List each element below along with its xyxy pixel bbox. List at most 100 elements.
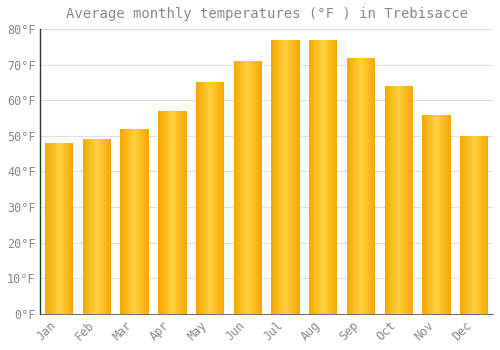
Bar [366, 57, 367, 314]
Bar [390, 86, 391, 314]
Bar [49, 143, 50, 314]
Bar [90, 139, 91, 314]
Bar [69, 143, 70, 314]
Bar [316, 40, 317, 314]
Bar [85, 139, 86, 314]
Bar [52, 143, 53, 314]
Bar [324, 40, 325, 314]
Bar [148, 129, 149, 314]
Bar [136, 129, 137, 314]
Bar [337, 40, 338, 314]
Bar [126, 129, 128, 314]
Title: Average monthly temperatures (°F ) in Trebisacce: Average monthly temperatures (°F ) in Tr… [66, 7, 468, 21]
Bar [219, 83, 220, 314]
Bar [249, 61, 250, 314]
Bar [285, 40, 286, 314]
Bar [246, 61, 248, 314]
Bar [108, 139, 109, 314]
Bar [477, 136, 478, 314]
Bar [351, 57, 352, 314]
Bar [93, 139, 94, 314]
Bar [461, 136, 462, 314]
Bar [426, 114, 427, 314]
Bar [392, 86, 393, 314]
Bar [347, 57, 348, 314]
Bar [173, 111, 174, 314]
Bar [258, 61, 259, 314]
Bar [213, 83, 214, 314]
Bar [66, 143, 67, 314]
Bar [107, 139, 108, 314]
Bar [100, 139, 101, 314]
Bar [411, 86, 412, 314]
Bar [72, 143, 73, 314]
Bar [46, 143, 48, 314]
Bar [279, 40, 280, 314]
Bar [70, 143, 71, 314]
Bar [391, 86, 392, 314]
Bar [360, 57, 361, 314]
Bar [48, 143, 49, 314]
Bar [138, 129, 139, 314]
Bar [280, 40, 281, 314]
Bar [174, 111, 175, 314]
Bar [467, 136, 468, 314]
Bar [255, 61, 256, 314]
Bar [84, 139, 85, 314]
Bar [287, 40, 288, 314]
Bar [326, 40, 327, 314]
Bar [435, 114, 436, 314]
Bar [353, 57, 354, 314]
Bar [436, 114, 437, 314]
Bar [164, 111, 165, 314]
Bar [412, 86, 413, 314]
Bar [199, 83, 200, 314]
Bar [102, 139, 103, 314]
Bar [50, 143, 51, 314]
Bar [147, 129, 148, 314]
Bar [432, 114, 433, 314]
Bar [256, 61, 257, 314]
Bar [106, 139, 107, 314]
Bar [405, 86, 406, 314]
Bar [103, 139, 104, 314]
Bar [317, 40, 318, 314]
Bar [299, 40, 300, 314]
Bar [387, 86, 388, 314]
Bar [434, 114, 435, 314]
Bar [478, 136, 480, 314]
Bar [96, 139, 97, 314]
Bar [99, 139, 100, 314]
Bar [251, 61, 252, 314]
Bar [172, 111, 173, 314]
Bar [291, 40, 292, 314]
Bar [121, 129, 122, 314]
Bar [430, 114, 431, 314]
Bar [45, 143, 46, 314]
Bar [462, 136, 463, 314]
Bar [286, 40, 287, 314]
Bar [358, 57, 360, 314]
Bar [54, 143, 55, 314]
Bar [95, 139, 96, 314]
Bar [408, 86, 409, 314]
Bar [333, 40, 334, 314]
Bar [425, 114, 426, 314]
Bar [464, 136, 465, 314]
Bar [239, 61, 240, 314]
Bar [322, 40, 324, 314]
Bar [422, 114, 423, 314]
Bar [272, 40, 273, 314]
Bar [449, 114, 450, 314]
Bar [428, 114, 429, 314]
Bar [91, 139, 92, 314]
Bar [244, 61, 245, 314]
Bar [98, 139, 99, 314]
Bar [62, 143, 63, 314]
Bar [261, 61, 262, 314]
Bar [398, 86, 400, 314]
Bar [177, 111, 178, 314]
Bar [438, 114, 440, 314]
Bar [131, 129, 132, 314]
Bar [260, 61, 261, 314]
